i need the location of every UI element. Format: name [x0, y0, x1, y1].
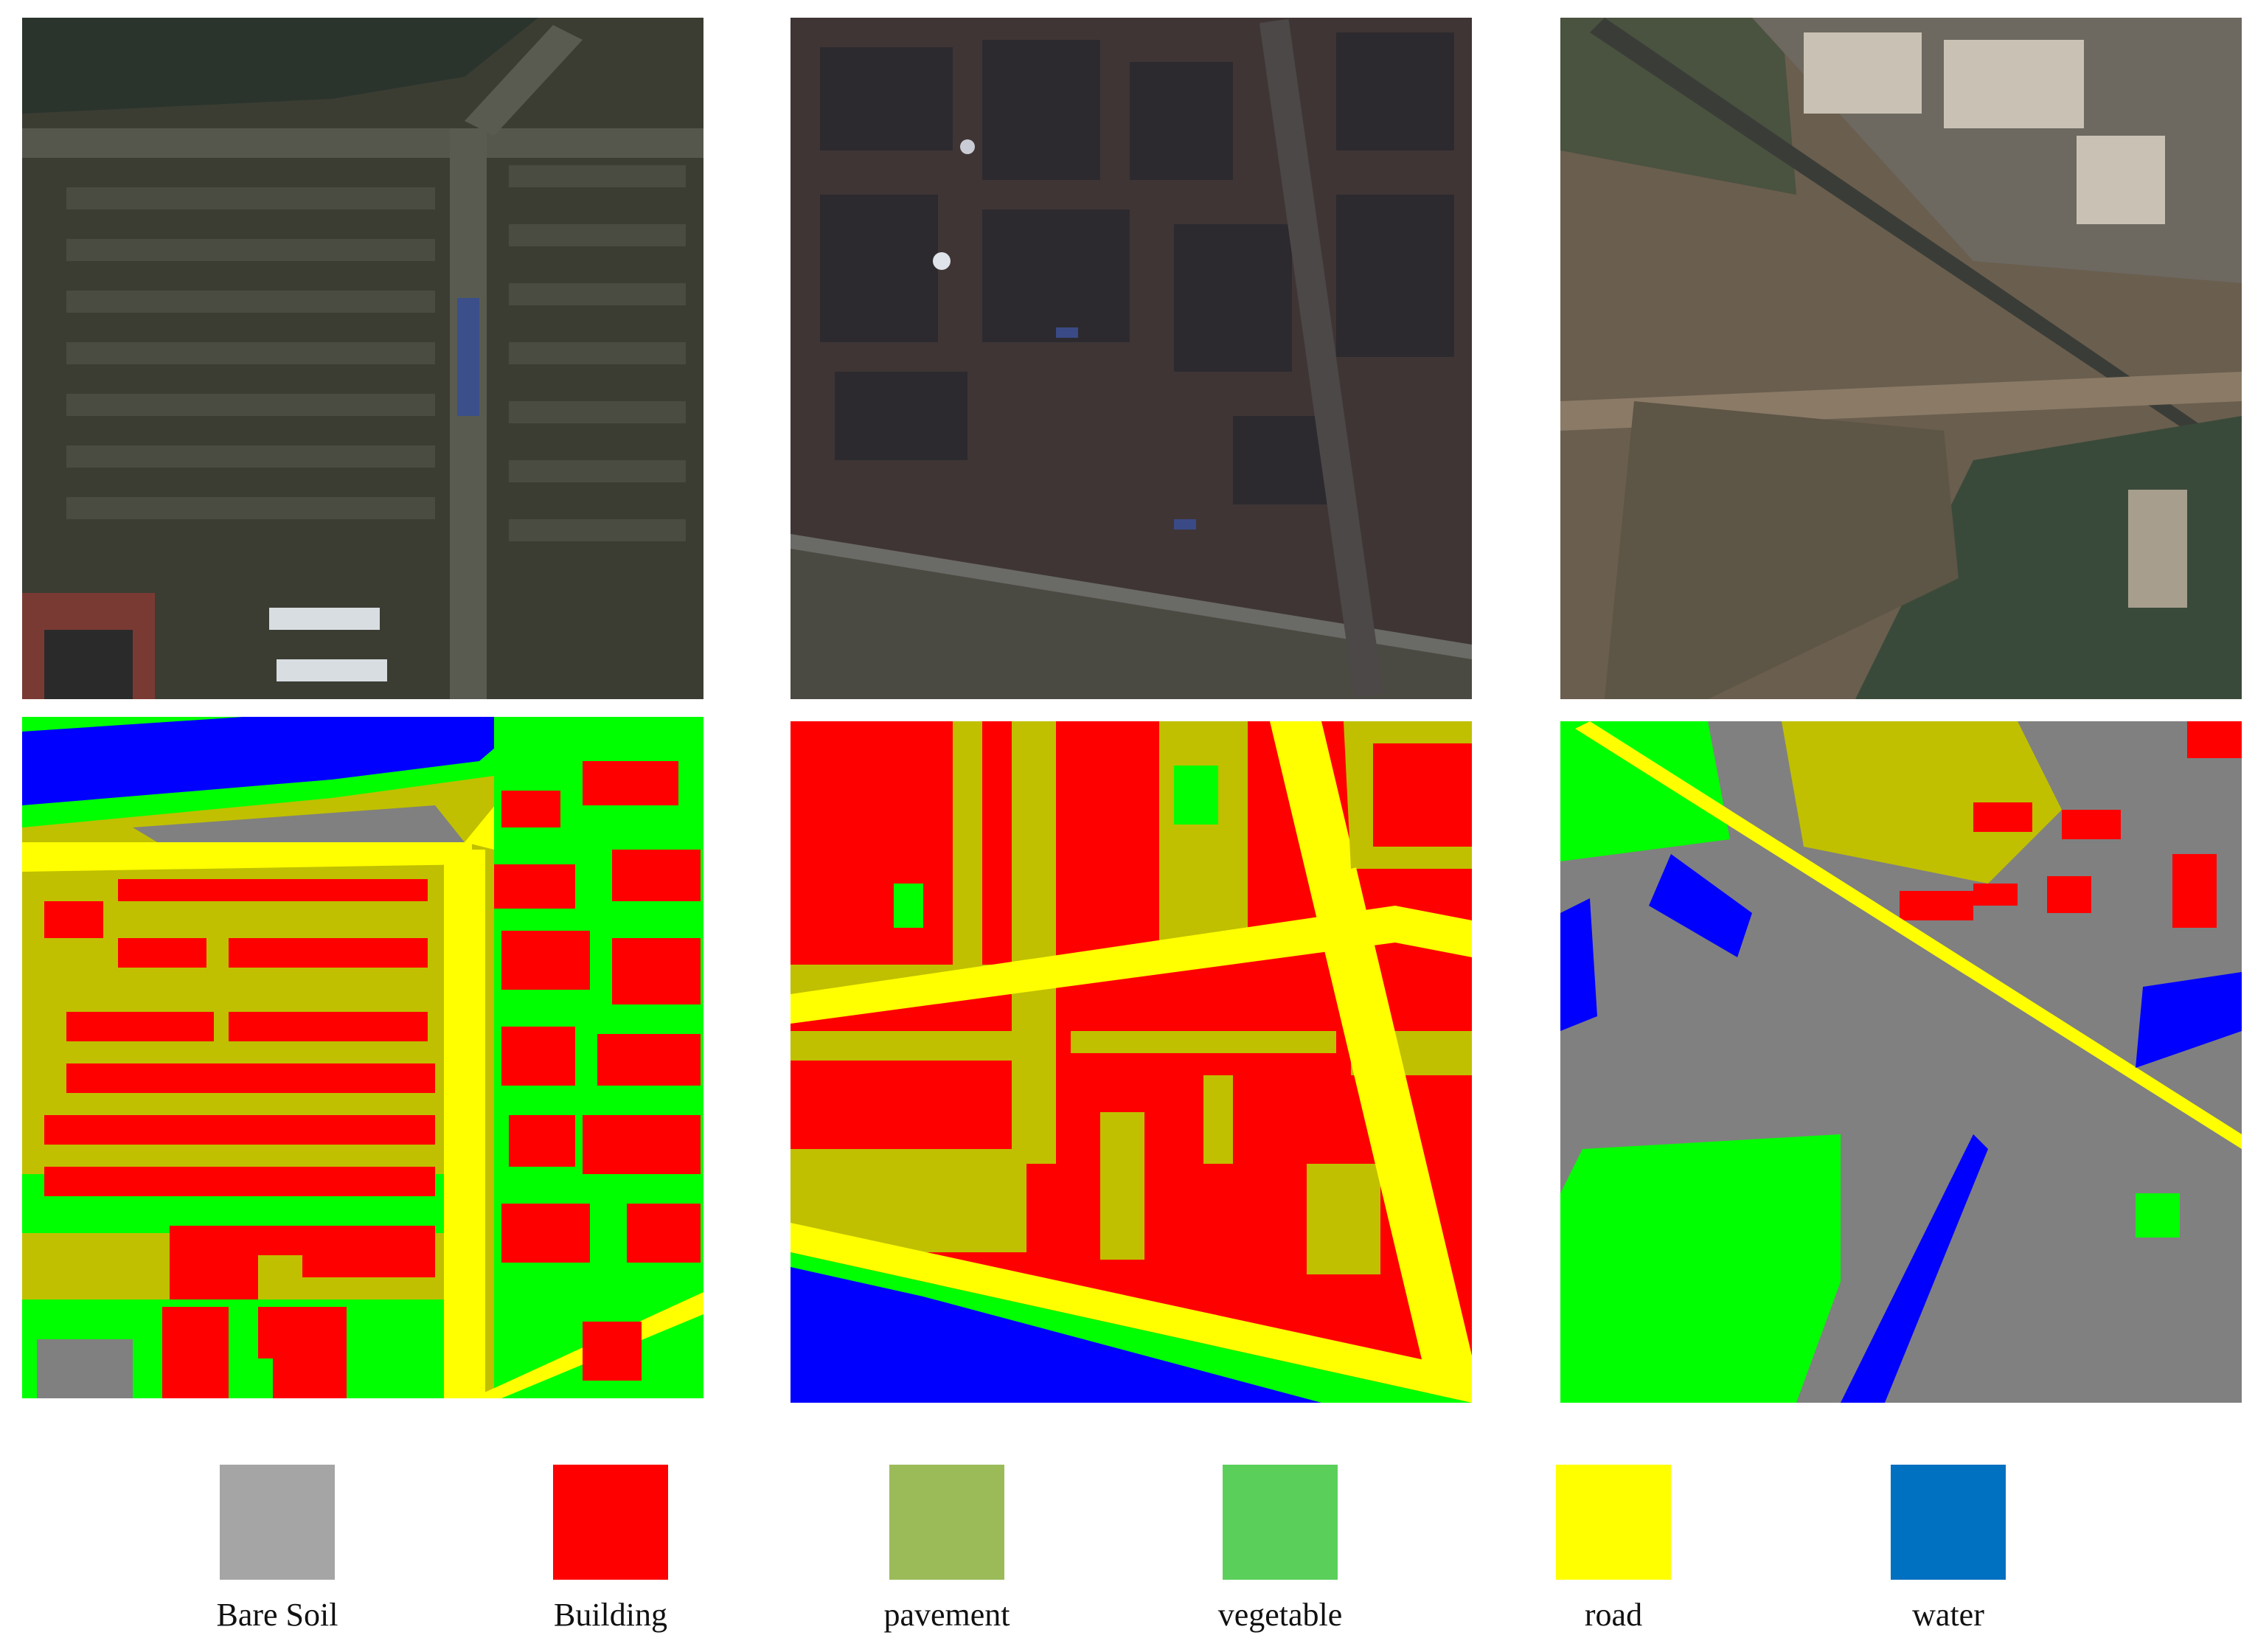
segmentation-mask-2-svg [791, 721, 1472, 1403]
satellite-image-3 [1560, 18, 2242, 699]
segmentation-mask-2 [791, 721, 1472, 1403]
legend-item-vegetable: vegetable [1184, 1465, 1376, 1642]
satellite-image-1 [22, 18, 703, 699]
legend-swatch-building [553, 1465, 668, 1580]
legend-swatch-vegetable [1223, 1465, 1338, 1580]
legend-swatch-pavement [889, 1465, 1004, 1580]
legend-label-water: water [1912, 1597, 1984, 1633]
legend-label-vegetable: vegetable [1217, 1597, 1343, 1633]
segmentation-mask-1-svg [22, 717, 703, 1398]
satellite-image-1-svg [22, 18, 703, 699]
legend-label-building: Building [553, 1597, 668, 1633]
legend-item-road: road [1518, 1465, 1709, 1642]
satellite-image-2 [791, 18, 1472, 699]
satellite-image-3-svg [1560, 18, 2242, 699]
legend-swatch-bare-soil [220, 1465, 335, 1580]
legend-label-bare-soil: Bare Soil [216, 1597, 338, 1633]
segmentation-mask-3-svg [1560, 721, 2242, 1403]
segmentation-mask-1 [22, 717, 703, 1398]
legend-item-water: water [1852, 1465, 2044, 1642]
legend-swatch-road [1556, 1465, 1671, 1580]
legend-item-bare-soil: Bare Soil [181, 1465, 373, 1642]
satellite-image-2-svg [791, 18, 1472, 699]
legend-item-building: Building [515, 1465, 706, 1642]
legend-label-pavement: pavement [883, 1597, 1010, 1633]
legend-item-pavement: pavement [851, 1465, 1043, 1642]
legend-label-road: road [1584, 1597, 1643, 1633]
segmentation-mask-3 [1560, 721, 2242, 1403]
legend-swatch-water [1891, 1465, 2006, 1580]
